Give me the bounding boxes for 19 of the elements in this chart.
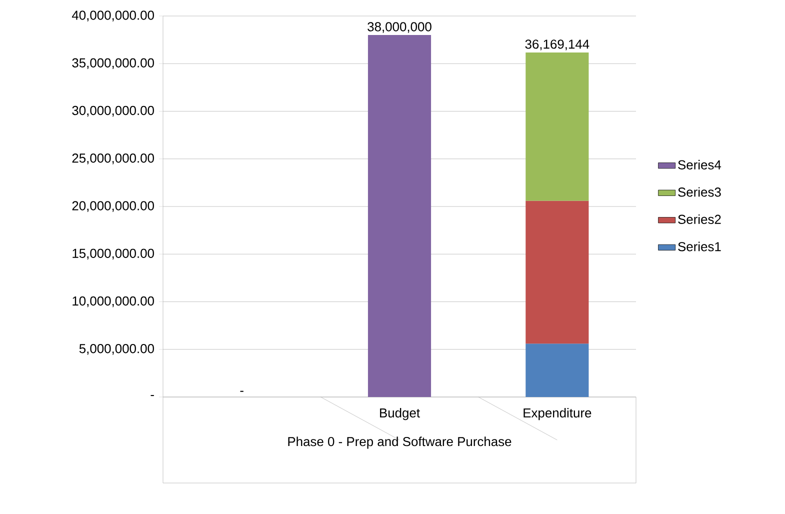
y-tick-label: - xyxy=(150,395,154,396)
text: - xyxy=(240,390,244,392)
y-tick-label: 5,000,000.00 xyxy=(79,344,154,355)
y-tick-label: 20,000,000.00 xyxy=(72,201,154,212)
x-tick-label: Expenditure xyxy=(524,408,592,420)
y-tick-label: 25,000,000.00 xyxy=(72,154,154,164)
legend-label: Series2 xyxy=(678,214,721,224)
legend-label: Series1 xyxy=(678,242,721,252)
total-label: 36,169,144 xyxy=(525,40,590,50)
y-tick-label: 10,000,000.00 xyxy=(72,296,154,308)
x-tick-label: Budget xyxy=(380,408,420,420)
total-label: 38,000,000 xyxy=(368,22,432,33)
y-tick-label: 40,000,000.00 xyxy=(72,10,154,22)
y-tick-label: 35,000,000.00 xyxy=(72,58,154,69)
y-tick-label: 15,000,000.00 xyxy=(72,248,154,260)
x-axis-title: Phase 0 - Prep and Software Purchase xyxy=(288,436,512,449)
legend-label: Series4 xyxy=(678,160,722,170)
y-tick-label: 30,000,000.00 xyxy=(72,106,154,117)
legend-label: Series3 xyxy=(678,187,721,197)
